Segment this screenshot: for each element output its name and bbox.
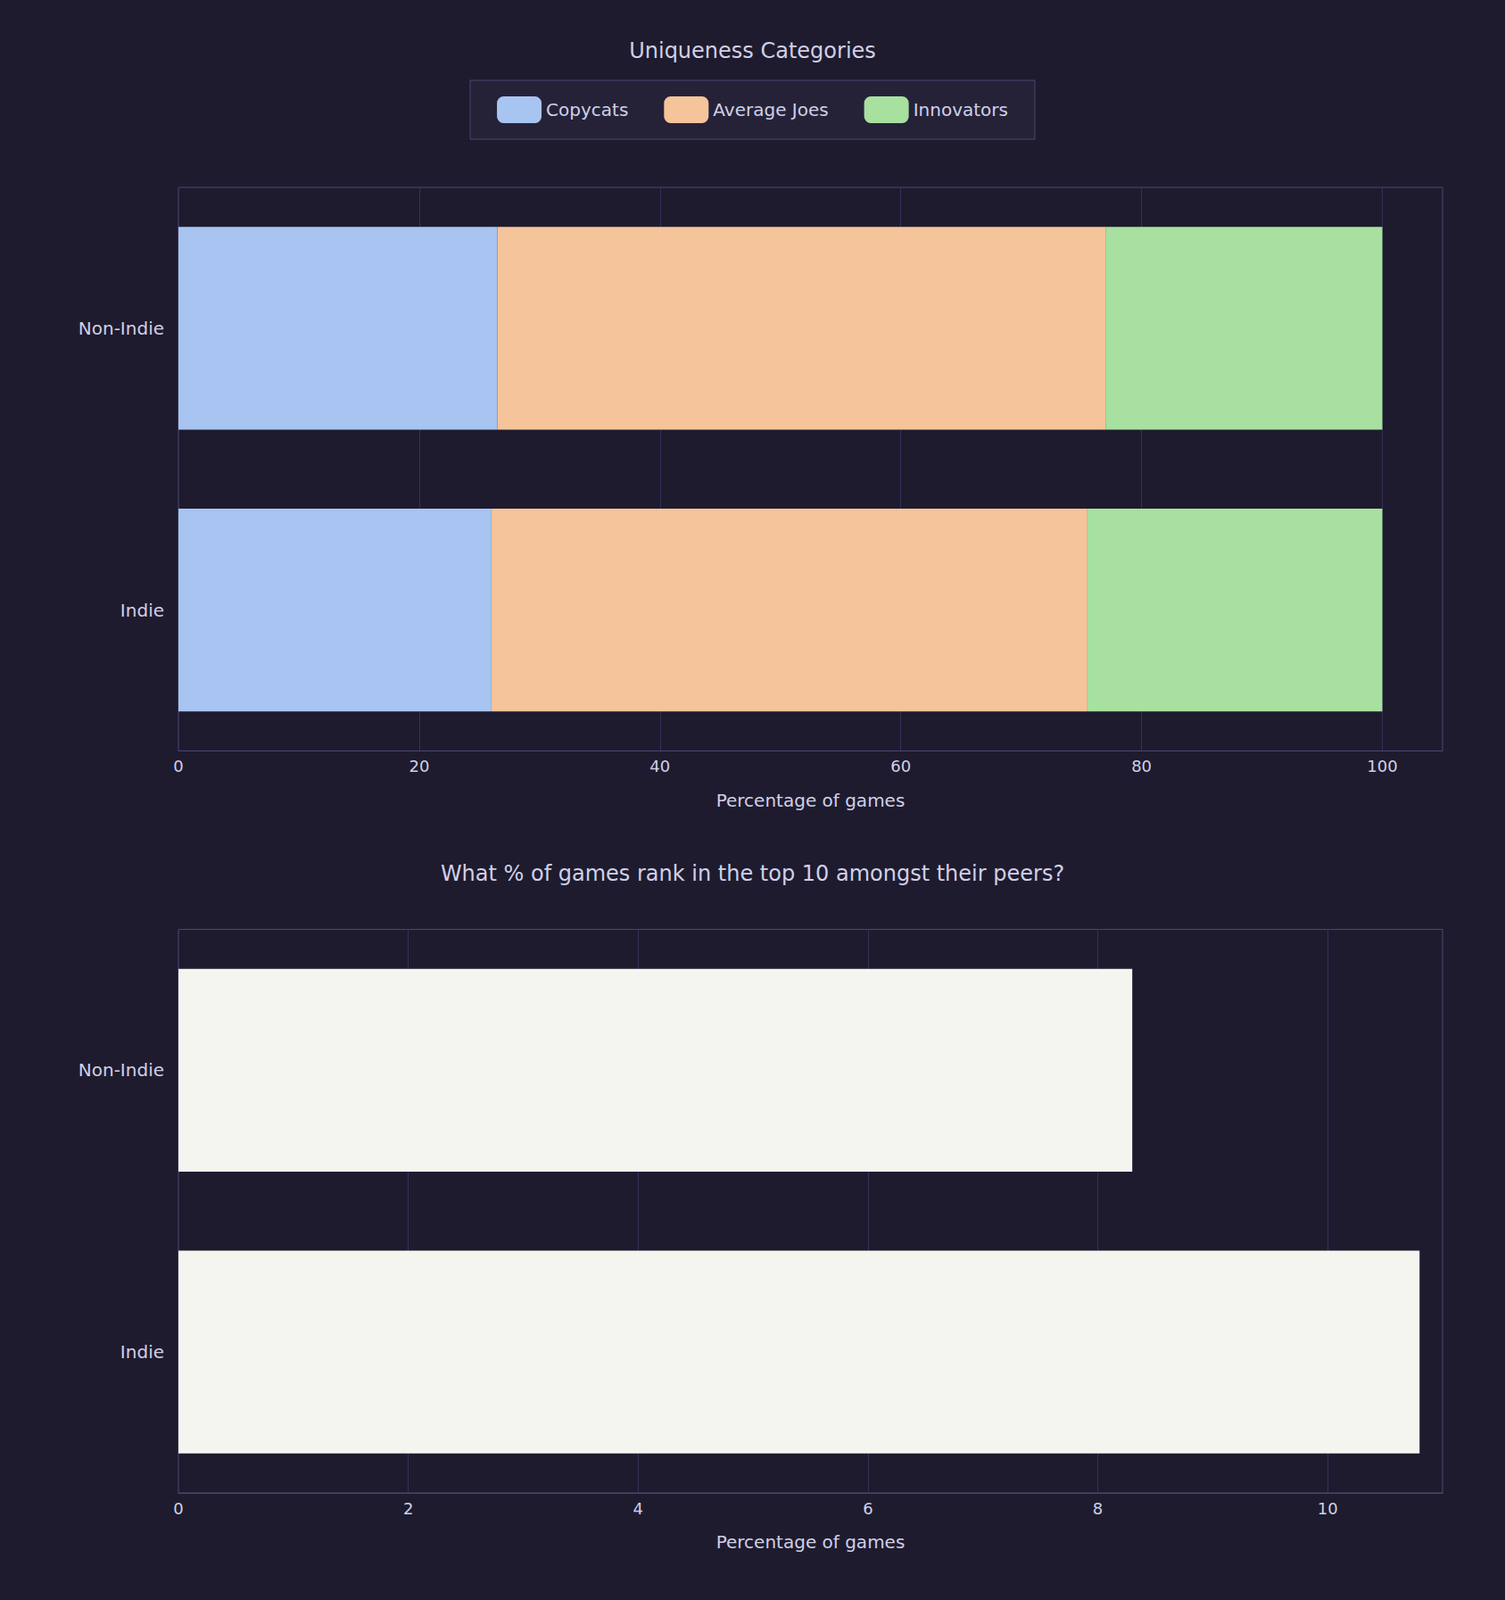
svg-text:80: 80	[1131, 756, 1152, 776]
svg-text:Indie: Indie	[120, 599, 165, 621]
svg-text:6: 6	[862, 1498, 873, 1518]
svg-text:20: 20	[408, 756, 430, 776]
svg-text:Innovators: Innovators	[913, 99, 1009, 121]
svg-text:8: 8	[1092, 1498, 1103, 1518]
svg-text:Non-Indie: Non-Indie	[78, 1058, 165, 1081]
svg-text:10: 10	[1317, 1498, 1339, 1518]
svg-text:0: 0	[173, 1498, 183, 1518]
svg-text:Uniqueness Categories: Uniqueness Categories	[628, 38, 877, 64]
svg-text:Copycats: Copycats	[545, 99, 629, 121]
svg-text:What % of games rank in the to: What % of games rank in the top 10 among…	[440, 860, 1065, 886]
svg-text:100: 100	[1366, 756, 1398, 776]
svg-text:Percentage of games: Percentage of games	[716, 1530, 906, 1553]
svg-text:40: 40	[649, 756, 670, 776]
svg-text:2: 2	[403, 1498, 414, 1518]
svg-text:Non-Indie: Non-Indie	[78, 317, 165, 340]
svg-text:4: 4	[633, 1498, 644, 1518]
svg-text:Average Joes: Average Joes	[712, 99, 828, 121]
svg-text:60: 60	[890, 756, 911, 776]
svg-text:Indie: Indie	[120, 1340, 165, 1363]
svg-text:Percentage of games: Percentage of games	[716, 789, 906, 811]
svg-text:0: 0	[173, 756, 183, 776]
